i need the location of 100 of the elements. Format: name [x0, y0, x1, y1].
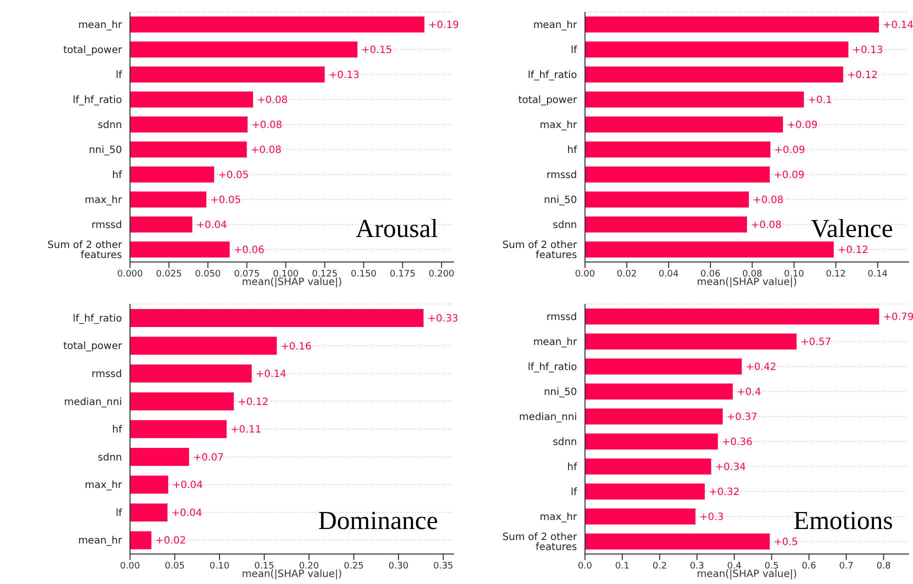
y-tick-label: rmssd	[546, 170, 577, 182]
bar	[585, 358, 742, 374]
y-tick-label: mean_hr	[78, 20, 123, 32]
data-label: +0.57	[800, 337, 832, 348]
data-label: +0.79	[883, 312, 913, 323]
bar	[130, 142, 247, 158]
x-tick-label: 0.1	[615, 561, 630, 572]
y-tick-label: max_hr	[84, 480, 123, 492]
bar	[585, 408, 723, 424]
bar	[585, 216, 747, 232]
x-axis-title: mean(|SHAP value|)	[242, 277, 342, 288]
bar	[585, 508, 696, 524]
data-label: +0.07	[193, 452, 224, 464]
bar	[130, 116, 248, 132]
y-tick-label: max_hr	[540, 512, 578, 524]
x-tick-label: 0.3	[690, 561, 704, 572]
bar	[585, 142, 770, 158]
text: Dominance	[318, 506, 438, 536]
bar	[585, 166, 770, 182]
data-label: +0.09	[774, 170, 804, 181]
x-tick-label: 0.35	[433, 561, 454, 572]
bar	[130, 476, 168, 494]
x-tick-label: 0.175	[390, 269, 416, 280]
data-label: +0.33	[428, 314, 458, 324]
y-tick-label: mean_hr	[78, 536, 123, 547]
bar	[130, 92, 254, 108]
bar	[585, 192, 749, 208]
data-label: +0.08	[257, 95, 288, 106]
data-label: +0.12	[847, 70, 878, 81]
data-label: +0.19	[428, 20, 460, 31]
x-tick-label: 0.200	[428, 269, 455, 280]
y-tick-label: sdnn	[98, 452, 122, 464]
y-tick-label: lf	[116, 508, 122, 519]
x-tick-label: 0.25	[344, 561, 364, 572]
y-tick-label: sdnn	[552, 220, 577, 232]
data-label: +0.05	[218, 170, 249, 181]
y-tick-label: lf	[570, 45, 578, 56]
y-tick-label: hf	[112, 170, 122, 182]
bar	[585, 92, 804, 108]
bar	[130, 166, 214, 182]
text: Emotions	[793, 506, 893, 536]
data-label: +0.08	[752, 195, 784, 206]
data-label: +0.08	[751, 220, 782, 231]
bar	[585, 66, 844, 82]
data-label: +0.12	[238, 396, 268, 408]
x-tick-label: 0.5	[764, 561, 779, 572]
y-tick-label: rmssd	[92, 368, 122, 380]
y-tick-label: hf	[567, 462, 578, 474]
bar	[130, 42, 358, 58]
data-label: +0.34	[715, 462, 746, 473]
y-tick-label: lf_hf_ratio	[528, 362, 577, 374]
data-label: +0.04	[172, 508, 202, 519]
y-tick-label: Sum of 2 other features	[502, 532, 578, 554]
bar	[130, 531, 152, 550]
text: Arousal	[356, 214, 438, 244]
bar	[130, 66, 325, 82]
data-label: +0.4	[736, 387, 762, 398]
x-tick-label: 0.8	[876, 561, 892, 572]
bar	[130, 16, 424, 32]
bar	[585, 384, 733, 400]
y-tick-label: sdnn	[98, 120, 122, 132]
bar	[130, 503, 168, 522]
data-label: +0.04	[172, 480, 203, 492]
x-tick-label: 0.050	[195, 269, 222, 280]
y-tick-label: total_power	[63, 341, 123, 352]
y-tick-label: lf_hf_ratio	[72, 313, 122, 324]
text: Valence	[810, 214, 893, 244]
x-tick-label: 0.06	[700, 269, 721, 280]
bar	[585, 308, 880, 324]
y-tick-label: lf	[116, 70, 122, 82]
data-label: +0.09	[774, 145, 806, 156]
x-tick-label: 0.15	[254, 561, 274, 572]
data-label: +0.3	[699, 512, 724, 523]
bar	[585, 116, 783, 132]
x-tick-label: 0.6	[802, 561, 816, 572]
x-tick-label: 0.04	[658, 269, 679, 280]
data-label: +0.14	[882, 20, 913, 31]
data-label: +0.1	[808, 95, 832, 106]
x-tick-label: 0.00	[574, 269, 596, 280]
data-label: +0.05	[210, 195, 241, 206]
y-tick-label: nni_50	[544, 387, 577, 398]
bar	[585, 242, 834, 258]
data-label: +0.04	[196, 220, 227, 231]
data-label: +0.5	[774, 537, 798, 548]
bar	[585, 458, 712, 474]
data-label: +0.13	[328, 70, 360, 81]
y-tick-label: Sum of 2 other features	[502, 240, 578, 262]
data-label: +0.37	[726, 412, 758, 423]
data-label: +0.36	[722, 437, 753, 448]
x-axis-title: mean(|SHAP value|)	[242, 569, 342, 580]
data-label: +0.14	[256, 369, 286, 380]
y-tick-label: lf_hf_ratio	[528, 70, 577, 82]
y-tick-label: rmssd	[546, 312, 577, 324]
data-label: +0.16	[280, 341, 312, 352]
data-label: +0.02	[155, 536, 186, 547]
y-tick-label: median_nni	[519, 412, 577, 424]
y-tick-label: hf	[567, 145, 578, 156]
bar	[130, 420, 227, 438]
data-label: +0.11	[230, 424, 262, 436]
y-tick-label: max_hr	[84, 195, 123, 206]
